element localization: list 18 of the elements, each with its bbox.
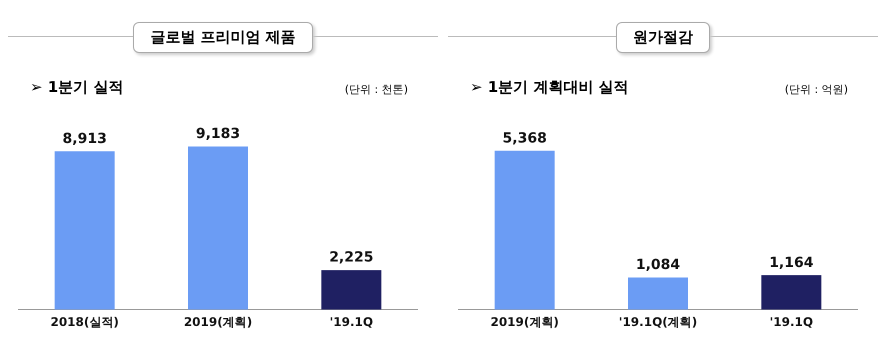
- x-tick-label: 2018(실적): [50, 314, 119, 329]
- text: (단위 : 천톤): [344, 82, 408, 97]
- x-tick-label: '19.1Q: [770, 314, 814, 329]
- x-tick-label: 2019(계획): [490, 314, 559, 329]
- chart-title: 글로벌 프리미엄 제품: [133, 22, 313, 53]
- x-tick-label: 2019(계획): [184, 314, 252, 329]
- data-label: 5,368: [502, 130, 547, 146]
- data-label: 9,183: [196, 126, 240, 142]
- text: (단위 : 억원): [784, 82, 848, 97]
- x-tick-label: '19.1Q(계획): [618, 314, 698, 329]
- chart-title: 원가절감: [616, 22, 710, 53]
- data-label: 8,913: [62, 130, 107, 147]
- chart-subtitle: ➢ 1분기 계획대비 실적: [470, 78, 629, 97]
- chart-subtitle: ➢ 1분기 실적: [30, 78, 124, 97]
- data-label: 2,225: [329, 250, 374, 266]
- data-label: 1,164: [769, 254, 814, 271]
- data-label: 1,084: [636, 257, 680, 274]
- x-tick-label: '19.1Q: [330, 314, 374, 329]
